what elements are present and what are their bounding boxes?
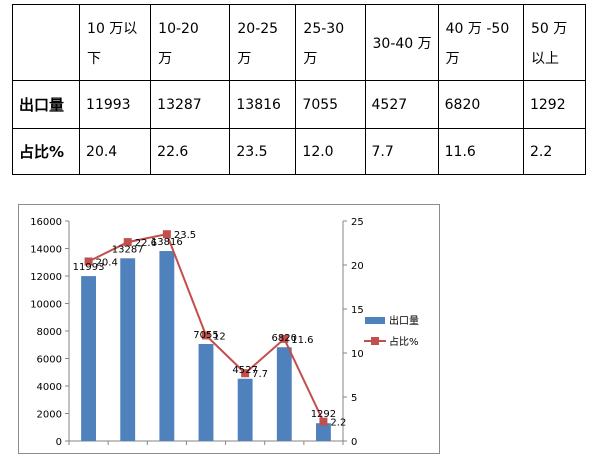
line-data-label: 2.2 (330, 418, 346, 429)
bar-data-label: 13816 (151, 237, 183, 248)
bar-data-label: 4527 (232, 365, 257, 376)
line-data-label: 23.5 (174, 230, 196, 241)
column-header-line: 50 万 (530, 20, 568, 37)
column-header-line: 万 (303, 50, 318, 67)
table-row: 出口量 11993 13287 13816 7055 4527 6820 1292 (11, 80, 587, 129)
line-marker (280, 334, 289, 343)
column-header-line: 10 万以下 (87, 20, 138, 67)
left-tick-label: 10000 (30, 300, 62, 311)
right-tick-label: 15 (351, 305, 364, 316)
table-row-label: 占比% (11, 128, 81, 175)
line-data-label: 22.6 (135, 238, 157, 249)
line-marker (319, 417, 328, 426)
table-column-header: 10 万以下 (79, 4, 152, 81)
table-column-header: 40 万 -50 万 (437, 4, 524, 81)
column-header-line: 万 (445, 50, 460, 67)
left-tick-label: 2000 (37, 410, 62, 421)
table-cell: 7.7 (364, 128, 439, 175)
bar-data-label: 13287 (112, 244, 144, 255)
bar-data-label: 11993 (73, 262, 105, 273)
bar (159, 251, 175, 441)
table-cell: 12.0 (295, 128, 366, 175)
table-cell: 11993 (79, 80, 152, 129)
table-cell: 6820 (437, 80, 524, 129)
table-row-label: 出口量 (11, 80, 81, 129)
table-column-header: 50 万以上 (522, 4, 587, 81)
legend-line-marker (371, 337, 379, 345)
right-tick-label: 10 (351, 349, 364, 360)
bar (237, 378, 253, 441)
column-header-line: 40 万 -50 (445, 20, 510, 37)
combo-chart: 0 2000 4000 6000 8000 10000 12000 14000 16000 0 5 1… (30, 217, 419, 448)
line-data-label: 11.6 (291, 335, 313, 346)
bar (276, 347, 292, 441)
right-tick-label: 25 (351, 217, 364, 228)
line-data-label: 7.7 (252, 369, 268, 380)
left-tick-label: 14000 (30, 245, 62, 256)
data-table: 10 万以下 10-20 万 20-25 万 25-30 万 30-40 万 40 万 -50 万… (11, 4, 587, 175)
table-column-header: 25-30 万 (295, 4, 366, 81)
line-data-label: 20.4 (96, 257, 118, 268)
column-header-line: 10-20 (158, 20, 199, 37)
left-tick-label: 6000 (37, 355, 62, 366)
line-marker (84, 257, 93, 266)
bar-data-label: 1292 (311, 409, 336, 420)
right-tick-label: 20 (351, 261, 364, 272)
table-cell: 1292 (522, 80, 587, 129)
column-header-line: 万 (158, 50, 173, 67)
left-tick-label: 8000 (37, 327, 62, 338)
chart-frame: 0 2000 4000 6000 8000 10000 12000 14000 16000 0 5 1… (18, 204, 440, 454)
bar-data-label: 7055 (193, 330, 218, 341)
table-cell: 22.6 (150, 128, 231, 175)
bar-data-label: 6820 (272, 333, 297, 344)
line-marker (162, 230, 171, 239)
left-tick-label: 0 (56, 437, 62, 448)
line-marker (123, 238, 132, 247)
legend-bar-swatch (365, 317, 385, 324)
bar (315, 423, 331, 441)
table-row: 占比% 20.4 22.6 23.5 12.0 7.7 11.6 2.2 (11, 128, 587, 175)
table-cell: 13816 (229, 80, 297, 129)
legend-line-label: 占比% (389, 335, 419, 348)
table-column-header: 30-40 万 (364, 4, 439, 81)
table-cell: 4527 (364, 80, 439, 129)
bar (81, 276, 97, 441)
table-cell: 11.6 (437, 128, 524, 175)
left-tick-label: 12000 (30, 272, 62, 283)
column-header-line: 以上 (530, 50, 559, 67)
line-marker (202, 331, 210, 340)
table-cell: 20.4 (79, 128, 152, 175)
column-header-line: 30-40 万 (372, 35, 432, 52)
right-tick-label: 5 (351, 393, 357, 404)
bar (120, 258, 136, 441)
table-cell: 23.5 (229, 128, 297, 175)
column-header-line: 万 (237, 50, 252, 67)
table-column-header: 10-20 万 (150, 4, 231, 81)
table-corner-cell (11, 4, 81, 81)
table-cell: 13287 (150, 80, 231, 129)
table-cell: 2.2 (522, 128, 587, 175)
left-tick-label: 16000 (30, 217, 62, 228)
left-tick-label: 4000 (37, 382, 62, 393)
table-column-header: 20-25 万 (229, 4, 297, 81)
table-cell: 7055 (295, 80, 366, 129)
table-header-row: 10 万以下 10-20 万 20-25 万 25-30 万 30-40 万 40 万 -50 万… (11, 4, 587, 81)
line-marker (241, 369, 250, 378)
column-header-line: 20-25 (237, 20, 279, 37)
line-data-label: 12 (213, 331, 226, 342)
column-header-line: 25-30 (303, 20, 345, 37)
bar (198, 343, 214, 441)
legend-bar-label: 出口量 (389, 314, 419, 327)
right-tick-label: 0 (351, 437, 357, 448)
